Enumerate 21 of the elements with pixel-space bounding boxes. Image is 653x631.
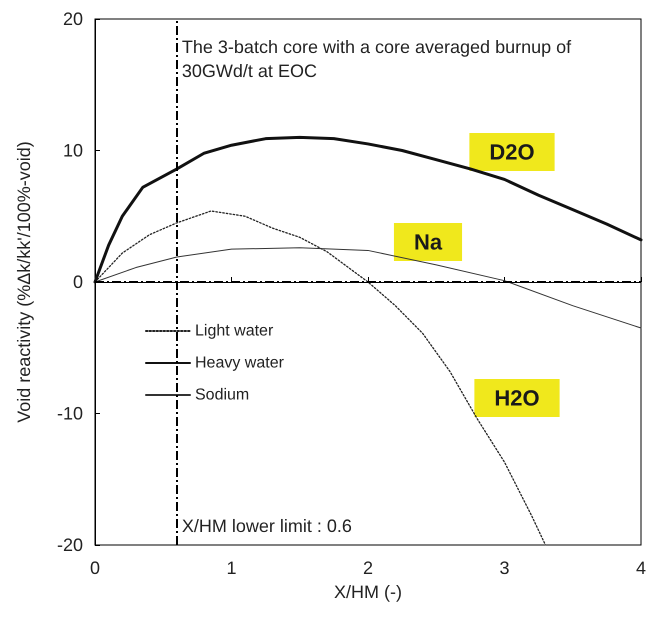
y-tick-label: -20: [56, 535, 83, 555]
legend-label: Light water: [195, 322, 274, 340]
annotation: The 3-batch core with a core averaged burnup of 30GWd/t at EOC: [182, 37, 576, 81]
x-tick-label: 1: [226, 558, 237, 578]
y-tick-label: 20: [62, 9, 83, 29]
y-tick-label: 0: [72, 272, 83, 292]
x-tick-label: 3: [499, 558, 510, 578]
x-tick-label: 2: [362, 558, 374, 578]
x-tick-label: 4: [636, 558, 646, 578]
legend-label: Sodium: [195, 386, 250, 404]
y-tick-label: -10: [56, 404, 83, 424]
x-tick-label: 0: [90, 558, 100, 578]
line-series: [94, 136, 642, 284]
annotation: Na: [414, 230, 443, 254]
annotation: X/HM lower limit : 0.6: [182, 516, 352, 536]
y-tick-label: 10: [62, 140, 83, 160]
x-axis-title: X/HM (-): [334, 582, 402, 602]
annotation: H2O: [494, 386, 540, 410]
annotation: D2O: [489, 140, 535, 164]
y-axis-title: Void reactivity (%Δk/kk'/100%-void): [14, 141, 34, 423]
legend-label: Heavy water: [195, 354, 285, 372]
